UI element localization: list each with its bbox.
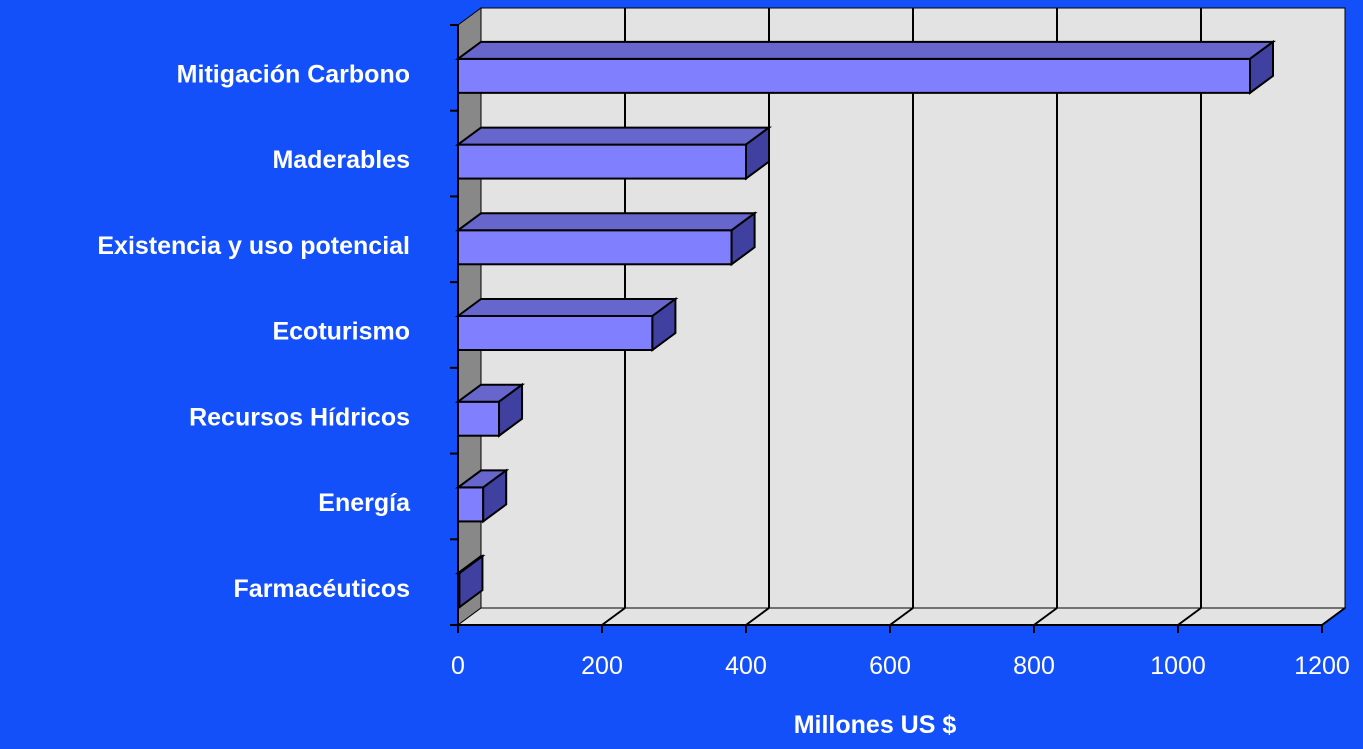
- bar-side: [498, 382, 524, 438]
- bar: [457, 229, 733, 266]
- bar-top: [454, 126, 773, 146]
- floor-gridline: [889, 607, 914, 626]
- category-label: Existencia y uso potencial: [97, 232, 410, 260]
- x-tick-label: 400: [725, 652, 767, 680]
- floor-gridline: [1321, 607, 1346, 626]
- category-label: Ecoturismo: [272, 318, 410, 346]
- bar-top: [454, 298, 679, 317]
- category-labels: Mitigación Carbono Maderables Existencia y…: [97, 60, 411, 602]
- bar-side: [1249, 39, 1274, 95]
- x-tick-label: 600: [869, 652, 911, 680]
- category-label: Maderables: [272, 146, 410, 174]
- category-label: Farmacéuticos: [234, 575, 410, 603]
- x-tick-label: 200: [581, 652, 623, 680]
- category-label: Energía: [318, 489, 411, 517]
- bar: [457, 57, 1251, 94]
- bar: [457, 486, 485, 523]
- tick-labels: 0 200 400 600 800 1000 1200: [451, 652, 1350, 680]
- x-tick-label: 0: [451, 652, 465, 680]
- x-tick-label: 1200: [1294, 652, 1350, 680]
- x-axis-title: Millones US $: [794, 711, 957, 739]
- floor-gridline: [1033, 607, 1058, 626]
- floor-gridline: [1177, 607, 1202, 626]
- category-label: Mitigación Carbono: [177, 60, 410, 88]
- bar-top: [454, 212, 758, 232]
- bar: [457, 315, 654, 351]
- x-tick-label: 800: [1013, 652, 1055, 680]
- axes: [450, 24, 1323, 633]
- bar: [457, 400, 501, 437]
- bars: [454, 39, 1277, 610]
- bar-side: [730, 211, 756, 267]
- bar-side: [651, 297, 677, 352]
- bar-side: [458, 554, 484, 610]
- category-label: Recursos Hídricos: [189, 403, 410, 431]
- bar-side: [745, 125, 770, 181]
- x-tick-label: 1000: [1150, 652, 1206, 680]
- bar-top: [454, 40, 1277, 60]
- floor-gridline: [601, 607, 626, 626]
- bar: [457, 143, 747, 180]
- bar-side: [482, 468, 508, 524]
- floor-gridline: [745, 607, 770, 626]
